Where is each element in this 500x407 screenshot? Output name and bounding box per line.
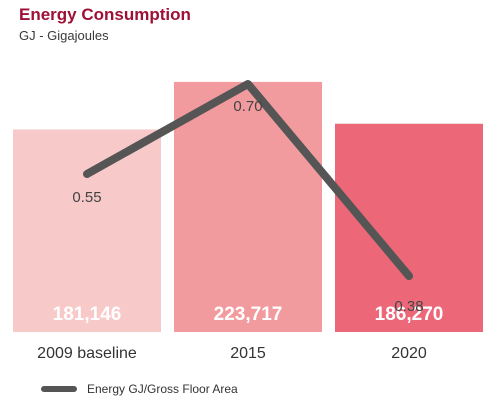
category-label-1: 2015 xyxy=(230,345,266,362)
chart-title: Energy Consumption xyxy=(19,5,191,24)
line-point-label-1: 0.70 xyxy=(233,98,262,115)
category-label-0: 2009 baseline xyxy=(37,345,137,362)
line-point-label-0: 0.55 xyxy=(72,189,101,206)
line-series xyxy=(83,80,413,280)
chart-subtitle: GJ - Gigajoules xyxy=(19,28,109,43)
line-point-label-2: 0.38 xyxy=(394,298,423,315)
bar-2 xyxy=(335,123,483,332)
bar-1 xyxy=(174,81,322,332)
bar-value-label-0: 181,146 xyxy=(53,304,122,325)
bar-0 xyxy=(13,129,161,332)
bar-value-label-2: 186,270 xyxy=(375,304,444,325)
category-label-2: 2020 xyxy=(391,345,427,362)
bar-value-label-1: 223,717 xyxy=(214,304,283,325)
legend-label: Energy GJ/Gross Floor Area xyxy=(87,382,238,396)
